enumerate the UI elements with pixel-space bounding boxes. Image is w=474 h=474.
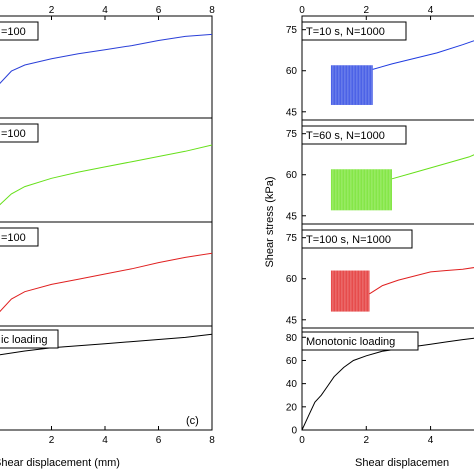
- right-bottom-tick-label: 0: [299, 435, 305, 446]
- cyclic-band-oscillation: [330, 270, 369, 312]
- right-y-tick-label: 20: [286, 402, 298, 413]
- right-panel-3-label: T=100 s, N=1000: [306, 234, 391, 246]
- left-panel-4-label-box: [0, 329, 59, 349]
- right-top-axis: 0 2 4: [299, 5, 434, 20]
- left-top-tick-label: 8: [209, 5, 215, 16]
- left-panel-2-label-box: [0, 123, 39, 143]
- left-panel-2-series-line: [0, 144, 213, 206]
- panel-letter-label: (c): [186, 415, 199, 427]
- left-top-tick-label: 6: [156, 5, 162, 16]
- right-panel-3-cyclic-band: [330, 270, 370, 312]
- left-panel-1-label-box: [0, 21, 39, 41]
- left-top-axis: 2 4 6 8: [49, 5, 215, 20]
- right-panel-4-frame: [301, 327, 474, 431]
- right-top-tick-label: 2: [364, 5, 370, 16]
- left-panel-2-label: =100: [1, 128, 26, 140]
- right-y-axis-label: Shear stress (kPa): [264, 176, 276, 267]
- left-bottom-axis: 2 4 6 8: [49, 426, 215, 446]
- right-bottom-axis: 0 2 4: [299, 426, 434, 446]
- left-panel-4-label: ic loading: [1, 334, 47, 346]
- right-bottom-tick-label: 4: [428, 435, 434, 446]
- right-panel-4-label: Monotonic loading: [306, 336, 395, 348]
- right-y-tick-label: 0: [291, 426, 297, 437]
- right-y-tick-label: 40: [286, 379, 298, 390]
- left-panel-3-series-line: [0, 252, 213, 313]
- right-panel-1-cyclic-band: [330, 65, 373, 105]
- right-y-tick-label: 60: [286, 356, 298, 367]
- right-panel-2-label-box: [301, 125, 407, 145]
- right-y-tick-label: 45: [286, 315, 298, 326]
- right-y-tick-label: 75: [286, 25, 298, 36]
- right-y-axis: 45 60 75 45 60 75 45 60 75 0 20 40 60 80: [286, 25, 306, 437]
- right-panel-1-label-box: [301, 21, 407, 41]
- left-bottom-tick-label: 4: [102, 435, 108, 446]
- right-chart: T=10 s, N=1000 T=60 s, N=1000 T=100 s, N…: [264, 5, 474, 469]
- left-top-tick-label: 2: [49, 5, 55, 16]
- right-y-tick-label: 80: [286, 333, 298, 344]
- right-bottom-tick-label: 2: [364, 435, 370, 446]
- left-x-axis-label: Shear displacement (mm): [0, 457, 120, 469]
- right-y-tick-label: 60: [286, 66, 298, 77]
- left-top-tick-label: 4: [102, 5, 108, 16]
- right-panel-1-label: T=10 s, N=1000: [306, 26, 385, 38]
- left-bottom-tick-label: 2: [49, 435, 55, 446]
- right-panel-2-label: T=60 s, N=1000: [306, 130, 385, 142]
- right-panel-4-series-line: [301, 337, 474, 431]
- right-panel-2-cyclic-band: [330, 169, 392, 211]
- left-panel-3-label: =100: [1, 232, 26, 244]
- right-x-axis-label: Shear displacemen: [355, 457, 449, 469]
- right-y-tick-label: 75: [286, 233, 298, 244]
- right-panel-1-series-line: [372, 40, 474, 70]
- right-y-tick-label: 60: [286, 170, 298, 181]
- right-top-tick-label: 4: [428, 5, 434, 16]
- right-panel-2-series-line: [391, 154, 474, 180]
- left-panel-1-series-line: [0, 33, 213, 84]
- right-panel-3-label-box: [301, 229, 413, 249]
- right-panel-4-label-box: [301, 331, 419, 351]
- right-y-tick-label: 75: [286, 129, 298, 140]
- right-y-tick-label: 60: [286, 274, 298, 285]
- right-panel-3-series-line: [369, 267, 474, 295]
- left-panel-4-series-line: [0, 333, 213, 356]
- cyclic-band-oscillation: [330, 169, 392, 211]
- left-panel-3-label-box: [0, 227, 39, 247]
- right-y-tick-label: 45: [286, 211, 298, 222]
- left-bottom-tick-label: 6: [156, 435, 162, 446]
- left-bottom-tick-label: 8: [209, 435, 215, 446]
- cyclic-band-oscillation: [330, 65, 372, 105]
- right-y-tick-label: 45: [286, 107, 298, 118]
- left-panel-1-label: =100: [1, 26, 26, 38]
- right-top-tick-label: 0: [299, 5, 305, 16]
